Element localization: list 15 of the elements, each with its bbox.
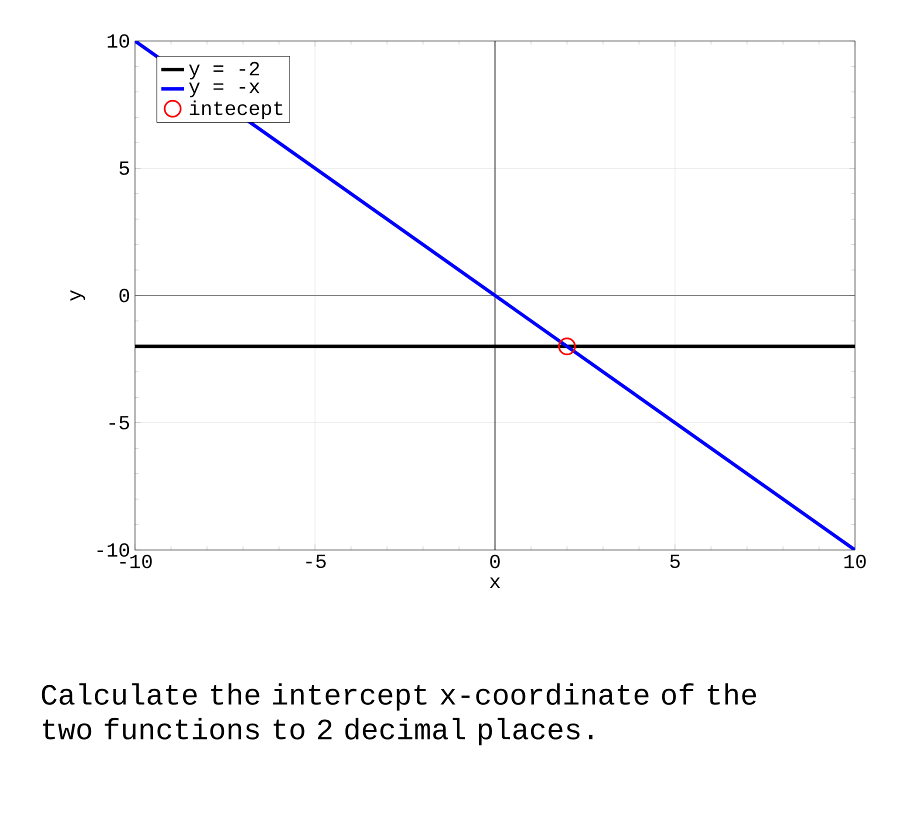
legend-label: y = -x [189,82,260,98]
y-tick-label: -10 [98,543,130,557]
x-tick-label: -5 [306,554,326,568]
text: Calculate the intercept x-coordinate of the two functions to 2 decimal places. [42,683,756,746]
y-tick-label: 0 [120,288,130,302]
y-tick-label: 10 [108,34,130,48]
x-tick-label: 0 [490,554,500,568]
x-tick-label: 10 [844,554,866,568]
x-axis-title: x [490,577,500,588]
y-tick-label: -5 [110,416,130,430]
legend-label: intecept [190,100,282,120]
x-tick-label: 5 [670,554,680,568]
y-tick-label: 5 [120,162,130,175]
y-axis-title: y [70,290,86,301]
legend-label: y = -2 [189,62,260,80]
